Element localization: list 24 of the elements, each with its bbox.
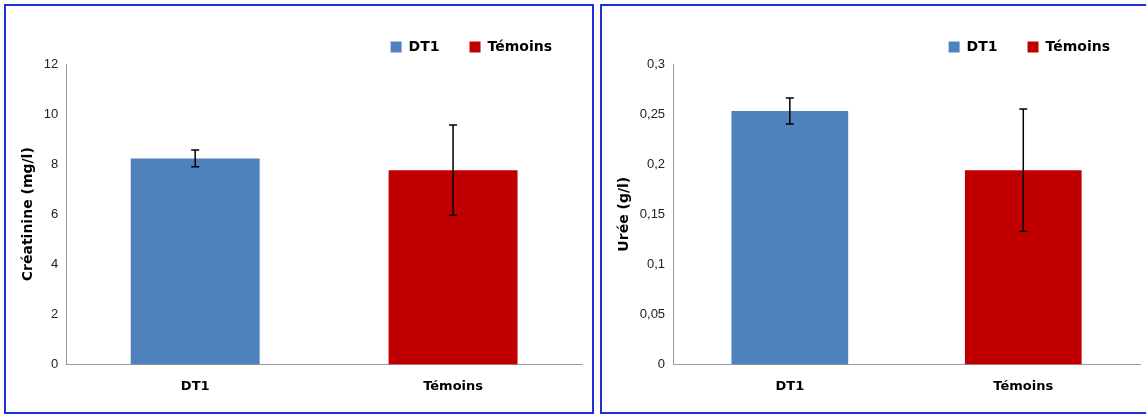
y-tick-label: 8	[51, 155, 59, 171]
x-tick-label: DT1	[180, 377, 210, 393]
x-tick-label: Témoins	[423, 377, 484, 393]
legend-label: DT1	[966, 37, 998, 54]
y-tick-label: 2	[51, 305, 59, 321]
y-tick-label: 0,05	[639, 305, 666, 321]
y-tick-label: 10	[43, 105, 59, 121]
y-tick-label: 0	[51, 355, 59, 371]
legend-label: DT1	[408, 37, 440, 54]
y-axis-title: Urée (g/l)	[615, 176, 632, 252]
y-tick-label: 0,3	[647, 55, 666, 71]
y-tick-label: 0	[657, 355, 666, 371]
y-tick-label: 0,25	[639, 105, 666, 121]
x-tick-label: Témoins	[993, 377, 1054, 393]
y-tick-label: 0,2	[647, 155, 666, 171]
y-tick-label: 0,15	[639, 205, 666, 221]
y-tick-label: 12	[43, 55, 59, 71]
y-tick-label: 4	[51, 255, 59, 271]
legend-label: Témoins	[487, 37, 553, 54]
legend-label: Témoins	[1045, 37, 1111, 54]
y-tick-label: 6	[51, 205, 59, 221]
y-tick-label: 0,1	[647, 255, 666, 271]
y-axis-title: Créatinine (mg/l)	[19, 147, 36, 282]
x-tick-label: DT1	[775, 377, 805, 393]
